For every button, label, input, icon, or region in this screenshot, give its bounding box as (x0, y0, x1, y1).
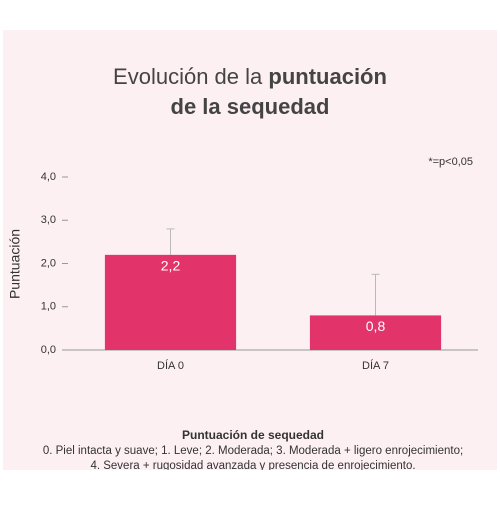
y-tick-label: 1,0 (41, 301, 56, 313)
chart-title: Evolución de la puntuación (113, 64, 387, 89)
panel (3, 30, 497, 470)
title-bold: puntuación (268, 64, 387, 89)
title-regular: Evolución de la (113, 64, 263, 89)
note-line: 0. Piel intacta y suave; 1. Leve; 2. Mod… (43, 445, 463, 457)
bar (309, 315, 442, 350)
note-line: 4. Severa + rugosidad avanzada y presenc… (90, 460, 415, 472)
note: Puntuación de sequedad 0. Piel intacta y… (43, 428, 463, 472)
value-label: 0,8 (366, 318, 386, 334)
chart-title: de la sequedad (171, 94, 330, 119)
y-tick-label: 3,0 (41, 214, 56, 226)
x-tick-label: DÍA 7 (362, 359, 389, 372)
value-label: 2,2 (161, 258, 181, 274)
y-axis-title: Puntuación (7, 229, 23, 299)
y-tick-label: 2,0 (41, 257, 56, 269)
x-tick-label: DÍA 0 (157, 359, 184, 372)
y-tick-label: 4,0 (41, 171, 56, 183)
annotation: *=p<0,05 (428, 156, 473, 168)
bar (104, 254, 237, 350)
y-tick-label: 0,0 (41, 344, 56, 356)
note-title: Puntuación de sequedad (182, 428, 324, 442)
